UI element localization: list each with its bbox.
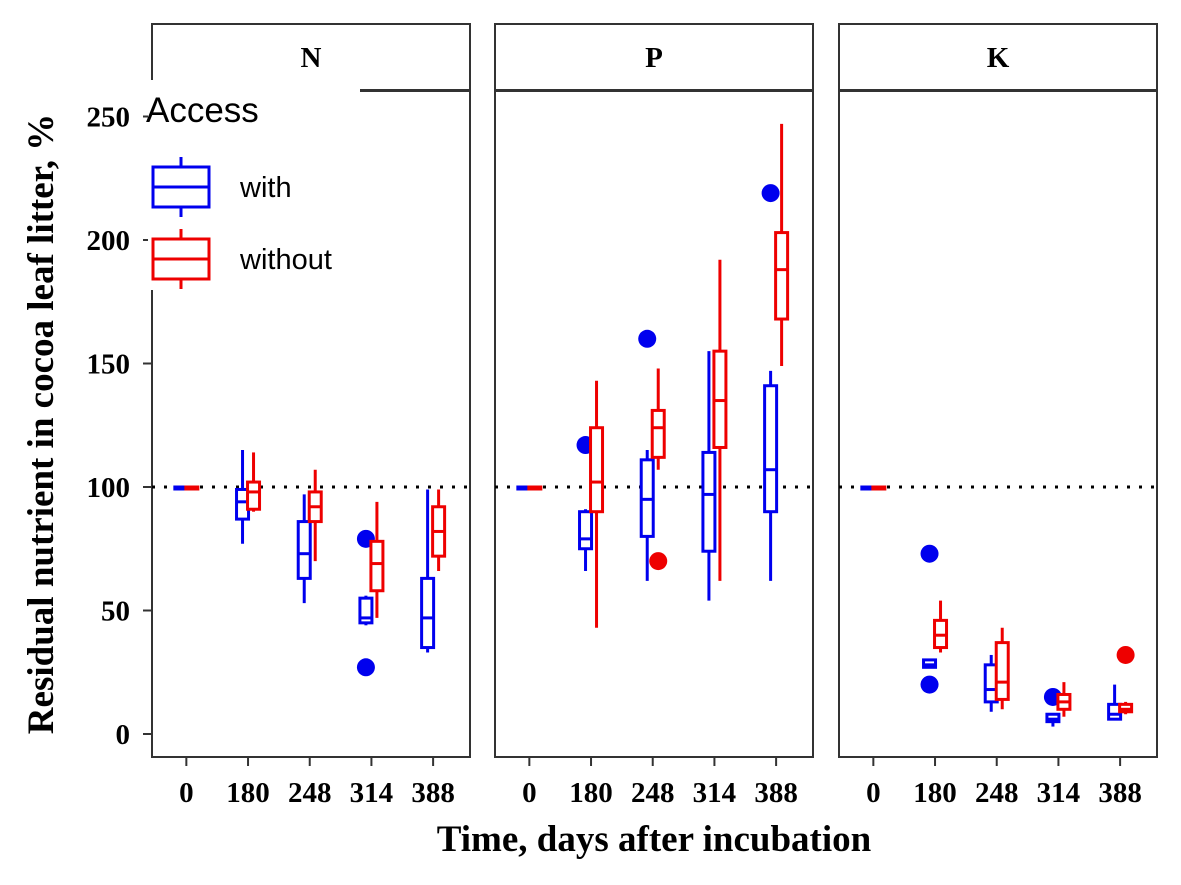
box-iqr [650,408,666,459]
y-axis: 0 50 100 150 200 250 [87,102,152,751]
outlier-point [649,552,668,571]
legend-label-without: without [239,244,332,276]
x-tick-label: 0 [522,777,537,809]
box-without-314 [712,259,728,581]
facet-strip-p [494,23,814,91]
legend: Access with without [146,80,360,290]
box-with-388 [1107,684,1123,721]
box-without-180 [589,380,605,628]
x-tick-label: 314 [1037,777,1081,809]
outlier-point [761,184,780,203]
x-tick-label: 0 [866,777,881,809]
x-tick-label: 180 [913,777,957,809]
facet-panel-p: P [494,23,814,758]
x-axis-title: Time, days after incubation [437,819,872,860]
box-iqr [296,520,312,580]
box-without-180 [246,452,262,512]
outlier-point [638,329,657,348]
box-iqr [994,641,1010,701]
box-without-0 [184,485,200,491]
y-tick-label: 250 [87,102,131,134]
facet-label-k: K [987,42,1010,74]
facet-marks-n [152,449,470,677]
legend-key-without: without [151,229,332,289]
facet-marks-k [839,485,1157,727]
y-axis-title: Residual nutrient in cocoa leaf litter, … [21,114,62,734]
facet-strip-k [838,23,1158,91]
y-tick-label: 50 [101,596,130,628]
x-tick-label: 388 [1098,777,1142,809]
box-iqr [246,480,262,511]
x-tick-label: 314 [693,777,737,809]
x-tick-label: 180 [226,777,270,809]
facet-label-p: P [645,42,663,74]
x-tick-label: 248 [631,777,675,809]
x-tick-label: 0 [179,777,194,809]
box-iqr [578,510,594,551]
facet-strip-n [151,23,471,91]
x-tick-label: 388 [411,777,455,809]
box-without-248 [994,627,1010,710]
y-tick-label: 100 [87,472,131,504]
box-with-314 [701,351,717,601]
x-tick-label: 388 [754,777,798,809]
box-iqr [589,426,605,514]
legend-label-with: with [239,172,292,204]
box-with-180 [235,449,251,544]
legend-key-with: with [151,157,292,217]
box-without-0 [527,485,543,491]
box-without-248 [307,469,323,562]
x-axis: 0 180 248 314 388 0 180 248 314 388 0 180 248 314 388 [179,757,1142,809]
box-iqr [763,384,779,514]
box-without-314 [1056,682,1072,717]
x-tick-label: 180 [569,777,613,809]
box-with-388 [761,184,780,581]
box-without-388 [431,489,447,571]
facet-label-n: N [301,42,322,74]
outlier-point [1116,645,1135,664]
x-tick-label: 248 [975,777,1019,809]
y-tick-label: 150 [87,349,131,381]
box-without-180 [933,600,949,653]
box-without-388 [774,123,790,366]
legend-title: Access [146,91,259,130]
outlier-point [920,675,939,694]
y-tick-label: 200 [87,225,131,257]
box-without-0 [871,485,887,491]
outlier-point [920,544,939,563]
box-with-388 [420,489,436,653]
box-with-248 [638,329,657,581]
box-iqr [774,231,790,321]
facet-panel-k: K [838,23,1158,758]
box-with-314 [1043,687,1062,727]
outlier-point [356,658,375,677]
x-tick-label: 314 [350,777,394,809]
facet-marks-p [495,123,813,628]
box-without-388 [1116,645,1135,715]
x-tick-label: 248 [288,777,332,809]
y-tick-label: 0 [116,719,131,751]
box-without-314 [369,501,385,618]
box-iqr [369,539,385,593]
box-without-248 [649,368,668,571]
box-iqr [420,576,436,650]
box-with-248 [296,494,312,604]
box-iqr [701,450,717,553]
box-with-180 [920,544,939,694]
